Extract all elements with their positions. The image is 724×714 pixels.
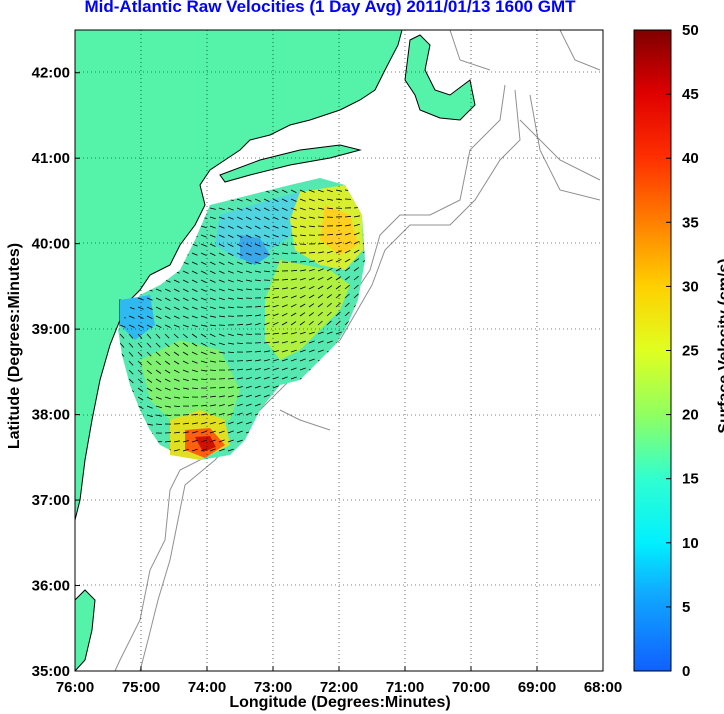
x-tick-label: 76:00 (56, 679, 94, 696)
y-axis-label: Latitude (Degrees:Minutes) (6, 242, 23, 450)
x-axis-label: Longitude (Degrees:Minutes) (229, 694, 451, 711)
x-tick-label: 73:00 (254, 679, 292, 696)
x-tick-label: 75:00 (122, 679, 160, 696)
colorbar-tick-label: 10 (682, 535, 699, 552)
colorbar-tick-label: 5 (682, 599, 690, 616)
y-tick-label: 35:00 (32, 663, 70, 680)
colorbar-label: Surface Velocity (cm/s) (716, 258, 724, 434)
colorbar-tick-label: 15 (682, 471, 699, 488)
y-tick-label: 38:00 (32, 407, 70, 424)
x-tick-label: 71:00 (386, 679, 424, 696)
x-tick-label: 72:00 (320, 679, 358, 696)
y-tick-label: 37:00 (32, 492, 70, 509)
colorbar-tick-label: 20 (682, 407, 699, 424)
y-tick-label: 36:00 (32, 578, 70, 595)
velocity-field (118, 178, 365, 460)
colorbar-tick-label: 40 (682, 150, 699, 167)
colorbar-tick-label: 45 (682, 86, 699, 103)
x-tick-label: 74:00 (188, 679, 226, 696)
colorbar-tick-label: 50 (682, 22, 699, 39)
land-areas (75, 30, 476, 671)
y-tick-label: 41:00 (32, 150, 70, 167)
y-tick-label: 39:00 (32, 321, 70, 338)
colorbar-tick-label: 30 (682, 278, 699, 295)
grid-lines (75, 30, 603, 671)
x-axis-ticks: 76:00 75:00 74:00 73:00 72:00 71:00 70:00 69:00… (56, 666, 622, 696)
colorbar-tick-label: 25 (682, 343, 699, 360)
y-tick-label: 42:00 (32, 65, 70, 82)
colorbar (633, 29, 672, 672)
x-tick-label: 70:00 (452, 679, 490, 696)
x-tick-label: 68:00 (584, 679, 622, 696)
y-axis-ticks: 35:00 36:00 37:00 38:00 39:00 40:00 41:00 42:00 (32, 65, 80, 680)
colorbar-tick-label: 0 (682, 663, 690, 680)
map-title: Mid-Atlantic Raw Velocities (1 Day Avg) … (84, 0, 576, 16)
colorbar-ticks: 0 5 10 15 20 25 30 35 40 45 50 (666, 22, 699, 680)
y-tick-label: 40:00 (32, 236, 70, 253)
colorbar-tick-label: 35 (682, 214, 699, 231)
x-tick-label: 69:00 (518, 679, 556, 696)
